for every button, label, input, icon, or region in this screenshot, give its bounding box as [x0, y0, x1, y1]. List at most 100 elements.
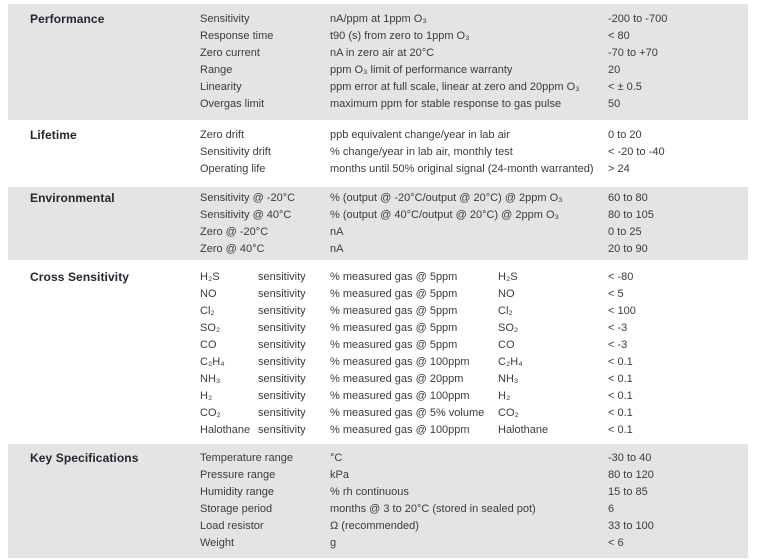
table-row: C₂H₄ sensitivity % measured gas @ 100ppm C₂… — [200, 354, 738, 371]
value-cell: 20 — [608, 64, 621, 76]
table-row: Sensitivity drift % change/year in lab ai… — [200, 144, 738, 161]
section-environmental: Environmental Sensitivity @ -20°C % (outpu… — [8, 187, 748, 260]
sensitivity-label-cell: sensitivity — [258, 356, 306, 368]
value-cell: < 0.1 — [608, 356, 633, 368]
param-cell: Weight — [200, 537, 235, 549]
param-cell: Zero current — [200, 47, 260, 59]
value-cell: 20 to 90 — [608, 243, 648, 255]
sensitivity-label-cell: sensitivity — [258, 390, 306, 402]
value-cell: -70 to +70 — [608, 47, 658, 59]
desc-cell: % measured gas @ 5ppm — [330, 305, 458, 317]
table-row: H₂ sensitivity % measured gas @ 100ppm H₂ < … — [200, 388, 738, 405]
desc-cell: % measured gas @ 5% volume — [330, 407, 485, 419]
value-cell: < 0.1 — [608, 390, 633, 402]
table-row: Humidity range % rh continuous 15 to 85 — [200, 484, 738, 501]
gas-repeat-cell: SO₂ — [498, 322, 519, 334]
gas-repeat-cell: H₂S — [498, 271, 518, 283]
desc-cell: maximum ppm for stable response to gas p… — [330, 98, 562, 110]
desc-cell: % measured gas @ 5ppm — [330, 288, 458, 300]
gas-repeat-cell: Halothane — [498, 424, 549, 436]
value-cell: < 0.1 — [608, 407, 633, 419]
table-row: Cl₂ sensitivity % measured gas @ 5ppm Cl₂ < … — [200, 303, 738, 320]
gas-repeat-cell: C₂H₄ — [498, 356, 523, 368]
param-cell: Range — [200, 64, 233, 76]
gas-cell: Halothane — [200, 424, 251, 436]
value-cell: < 80 — [608, 30, 630, 42]
param-cell: Overgas limit — [200, 98, 265, 110]
param-cell: Linearity — [200, 81, 242, 93]
table-row: Halothane sensitivity % measured gas @ 100… — [200, 422, 738, 439]
sensitivity-label-cell: sensitivity — [258, 424, 306, 436]
table-row: Zero current nA in zero air at 20°C -70 to… — [200, 45, 738, 62]
spec-table: Performance Sensitivity nA/ppm at 1ppm O₃ -… — [0, 4, 761, 558]
sensitivity-label-cell: sensitivity — [258, 407, 306, 419]
table-row: Overgas limit maximum ppm for stable resp… — [200, 96, 738, 113]
table-row: Temperature range °C -30 to 40 — [200, 450, 738, 467]
section-performance: Performance Sensitivity nA/ppm at 1ppm O₃ -… — [8, 4, 748, 120]
section-rows: Sensitivity @ -20°C % (output @ -20°C/out… — [200, 190, 738, 258]
desc-cell: % measured gas @ 5ppm — [330, 322, 458, 334]
sensitivity-label-cell: sensitivity — [258, 322, 306, 334]
desc-cell: ppb equivalent change/year in lab air — [330, 129, 510, 141]
desc-cell: g — [330, 537, 337, 549]
param-cell: Response time — [200, 30, 274, 42]
value-cell: < ± 0.5 — [608, 81, 642, 93]
value-cell: < -3 — [608, 322, 628, 334]
desc-cell: % measured gas @ 100ppm — [330, 390, 470, 402]
value-cell: -30 to 40 — [608, 452, 652, 464]
value-cell: 33 to 100 — [608, 520, 654, 532]
table-row: Sensitivity nA/ppm at 1ppm O₃ -200 to -700 — [200, 11, 738, 28]
param-cell: Sensitivity — [200, 13, 250, 25]
param-cell: Operating life — [200, 163, 266, 175]
sensitivity-label-cell: sensitivity — [258, 305, 306, 317]
desc-cell: % change/year in lab air, monthly test — [330, 146, 513, 158]
table-row: NO sensitivity % measured gas @ 5ppm NO < 5 — [200, 286, 738, 303]
table-row: SO₂ sensitivity % measured gas @ 5ppm SO₂ < … — [200, 320, 738, 337]
value-cell: 80 to 105 — [608, 209, 654, 221]
gas-repeat-cell: CO — [498, 339, 515, 351]
gas-repeat-cell: NH₃ — [498, 373, 519, 385]
sensitivity-label-cell: sensitivity — [258, 339, 306, 351]
sensitivity-label-cell: sensitivity — [258, 288, 306, 300]
table-row: NH₃ sensitivity % measured gas @ 20ppm NH₃ <… — [200, 371, 738, 388]
gas-repeat-cell: CO₂ — [498, 407, 519, 419]
desc-cell: % measured gas @ 5ppm — [330, 271, 458, 283]
desc-cell: nA — [330, 226, 344, 238]
section-cross-sensitivity: Cross Sensitivity H₂S sensitivity % measure… — [8, 260, 748, 444]
desc-cell: months @ 3 to 20°C (stored in sealed pot… — [330, 503, 536, 515]
section-title: Lifetime — [30, 128, 77, 142]
gas-cell: H₂S — [200, 271, 220, 283]
value-cell: < -80 — [608, 271, 634, 283]
section-key-specifications: Key Specifications Temperature range °C -30… — [8, 444, 748, 558]
value-cell: < 5 — [608, 288, 624, 300]
param-cell: Temperature range — [200, 452, 293, 464]
section-title: Cross Sensitivity — [30, 270, 130, 284]
gas-cell: NH₃ — [200, 373, 221, 385]
param-cell: Humidity range — [200, 486, 274, 498]
desc-cell: % measured gas @ 20ppm — [330, 373, 464, 385]
gas-cell: H₂ — [200, 390, 213, 402]
table-row: Zero @ -20°C nA 0 to 25 — [200, 224, 738, 241]
desc-cell: nA — [330, 243, 344, 255]
desc-cell: ppm O₃ limit of performance warranty — [330, 64, 513, 76]
desc-cell: months until 50% original signal (24-mon… — [330, 163, 594, 175]
section-lifetime: Lifetime Zero drift ppb equivalent change/… — [8, 120, 748, 187]
param-cell: Sensitivity @ -20°C — [200, 192, 296, 204]
param-cell: Pressure range — [200, 469, 276, 481]
value-cell: 6 — [608, 503, 615, 515]
table-row: Range ppm O₃ limit of performance warrant… — [200, 62, 738, 79]
value-cell: < 0.1 — [608, 424, 633, 436]
param-cell: Zero @ -20°C — [200, 226, 269, 238]
value-cell: < 0.1 — [608, 373, 633, 385]
value-cell: 80 to 120 — [608, 469, 654, 481]
gas-cell: NO — [200, 288, 217, 300]
desc-cell: % measured gas @ 100ppm — [330, 424, 470, 436]
param-cell: Storage period — [200, 503, 273, 515]
gas-repeat-cell: Cl₂ — [498, 305, 513, 317]
desc-cell: nA in zero air at 20°C — [330, 47, 435, 59]
param-cell: Sensitivity @ 40°C — [200, 209, 292, 221]
section-rows: Temperature range °C -30 to 40 Pressure ran… — [200, 450, 738, 552]
section-title: Environmental — [30, 191, 115, 205]
value-cell: < -3 — [608, 339, 628, 351]
